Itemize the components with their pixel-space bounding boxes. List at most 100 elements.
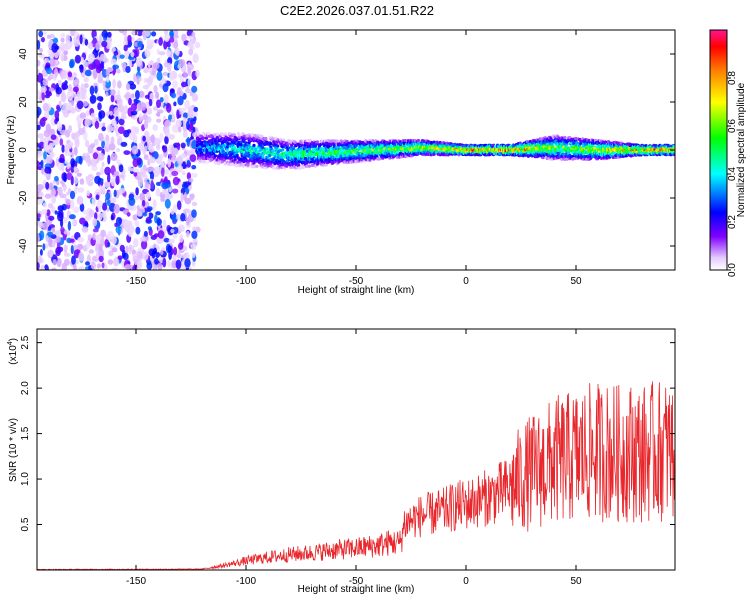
noise-cell	[97, 73, 104, 83]
noise-cell	[48, 87, 55, 92]
ridge-cell	[200, 140, 204, 144]
noise-cell	[137, 172, 144, 178]
noise-cell	[161, 189, 169, 195]
noise-cell	[45, 243, 49, 249]
noise-cell	[167, 134, 175, 140]
noise-cell	[169, 71, 175, 81]
ridge-cell	[197, 132, 201, 136]
noise-cell	[70, 30, 76, 37]
noise-cell	[164, 119, 172, 128]
noise-cell	[51, 267, 57, 270]
noise-cell	[78, 266, 85, 270]
noise-cell	[38, 53, 45, 58]
ridge-cell	[255, 164, 259, 168]
noise-cell	[37, 90, 40, 99]
noise-cell	[52, 37, 59, 44]
noise-cell	[193, 95, 198, 101]
ridge-cell	[250, 156, 254, 161]
noise-cell	[37, 40, 41, 50]
spectrogram-cells	[37, 30, 675, 270]
noise-cell	[186, 136, 190, 147]
noise-cell	[76, 172, 82, 177]
noise-cell	[100, 166, 104, 175]
ridge-cell	[307, 164, 312, 168]
noise-cell	[128, 224, 135, 234]
noise-cell	[37, 213, 41, 218]
noise-cell	[182, 171, 186, 176]
noise-cell	[83, 83, 89, 89]
noise-cell	[85, 139, 90, 148]
noise-cell	[76, 100, 84, 110]
noise-cell	[180, 213, 186, 222]
noise-cell	[156, 99, 161, 108]
noise-cell	[55, 229, 61, 237]
noise-cell	[85, 175, 93, 185]
noise-cell	[93, 139, 99, 146]
noise-cell	[78, 155, 83, 165]
noise-cell	[113, 203, 121, 214]
noise-cell	[77, 243, 84, 251]
noise-cell	[42, 222, 49, 231]
ridge-cell	[237, 133, 241, 137]
noise-cell	[186, 230, 190, 238]
noise-cell	[59, 138, 64, 146]
noise-cell	[171, 147, 177, 158]
ridge-cell	[242, 159, 246, 164]
noise-cell	[117, 226, 121, 236]
noise-cell	[79, 64, 84, 73]
noise-cell	[118, 118, 125, 126]
noise-cell	[195, 69, 200, 78]
noise-cell	[104, 166, 111, 176]
noise-cell	[116, 159, 121, 165]
ridge-cell	[204, 136, 209, 140]
noise-cell	[151, 31, 157, 37]
noise-cell	[111, 127, 116, 132]
noise-cell	[74, 138, 80, 148]
noise-cell	[147, 61, 151, 69]
noise-cell	[163, 94, 169, 104]
noise-cell	[38, 30, 44, 38]
noise-cell	[161, 167, 165, 177]
noise-cell	[113, 106, 119, 116]
noise-cell	[87, 157, 91, 167]
noise-cell	[56, 235, 61, 243]
noise-cell	[83, 77, 89, 83]
noise-cell	[77, 236, 85, 243]
noise-cell	[77, 187, 85, 193]
ridge-cell	[271, 149, 275, 153]
noise-cell	[111, 119, 117, 127]
noise-cell	[89, 94, 97, 104]
noise-cell	[126, 212, 131, 217]
noise-cell	[66, 102, 73, 111]
noise-cell	[171, 112, 175, 121]
noise-cell	[64, 80, 68, 86]
noise-cell	[146, 167, 153, 173]
noise-cell	[60, 32, 66, 38]
noise-cell	[191, 85, 198, 93]
noise-cell	[130, 125, 138, 136]
noise-cell	[53, 68, 59, 78]
noise-cell	[105, 134, 110, 143]
noise-cell	[104, 182, 111, 189]
noise-cell	[182, 117, 187, 126]
noise-cell	[60, 92, 67, 103]
noise-cell	[105, 91, 109, 97]
noise-cell	[152, 203, 156, 212]
noise-cell	[44, 166, 52, 174]
noise-cell	[50, 187, 56, 198]
ridge-cell	[298, 160, 302, 164]
noise-cell	[159, 97, 164, 103]
noise-cell	[50, 134, 57, 140]
ridge-cell	[304, 161, 309, 165]
noise-cell	[120, 141, 128, 147]
noise-cell	[71, 255, 76, 265]
noise-cell	[150, 39, 155, 45]
noise-cell	[139, 237, 147, 242]
noise-cell	[183, 112, 188, 119]
noise-cell	[144, 145, 148, 152]
noise-cell	[95, 194, 100, 200]
noise-cell	[166, 193, 173, 200]
noise-cell	[42, 202, 47, 208]
noise-cell	[130, 51, 135, 58]
noise-cell	[45, 234, 49, 243]
